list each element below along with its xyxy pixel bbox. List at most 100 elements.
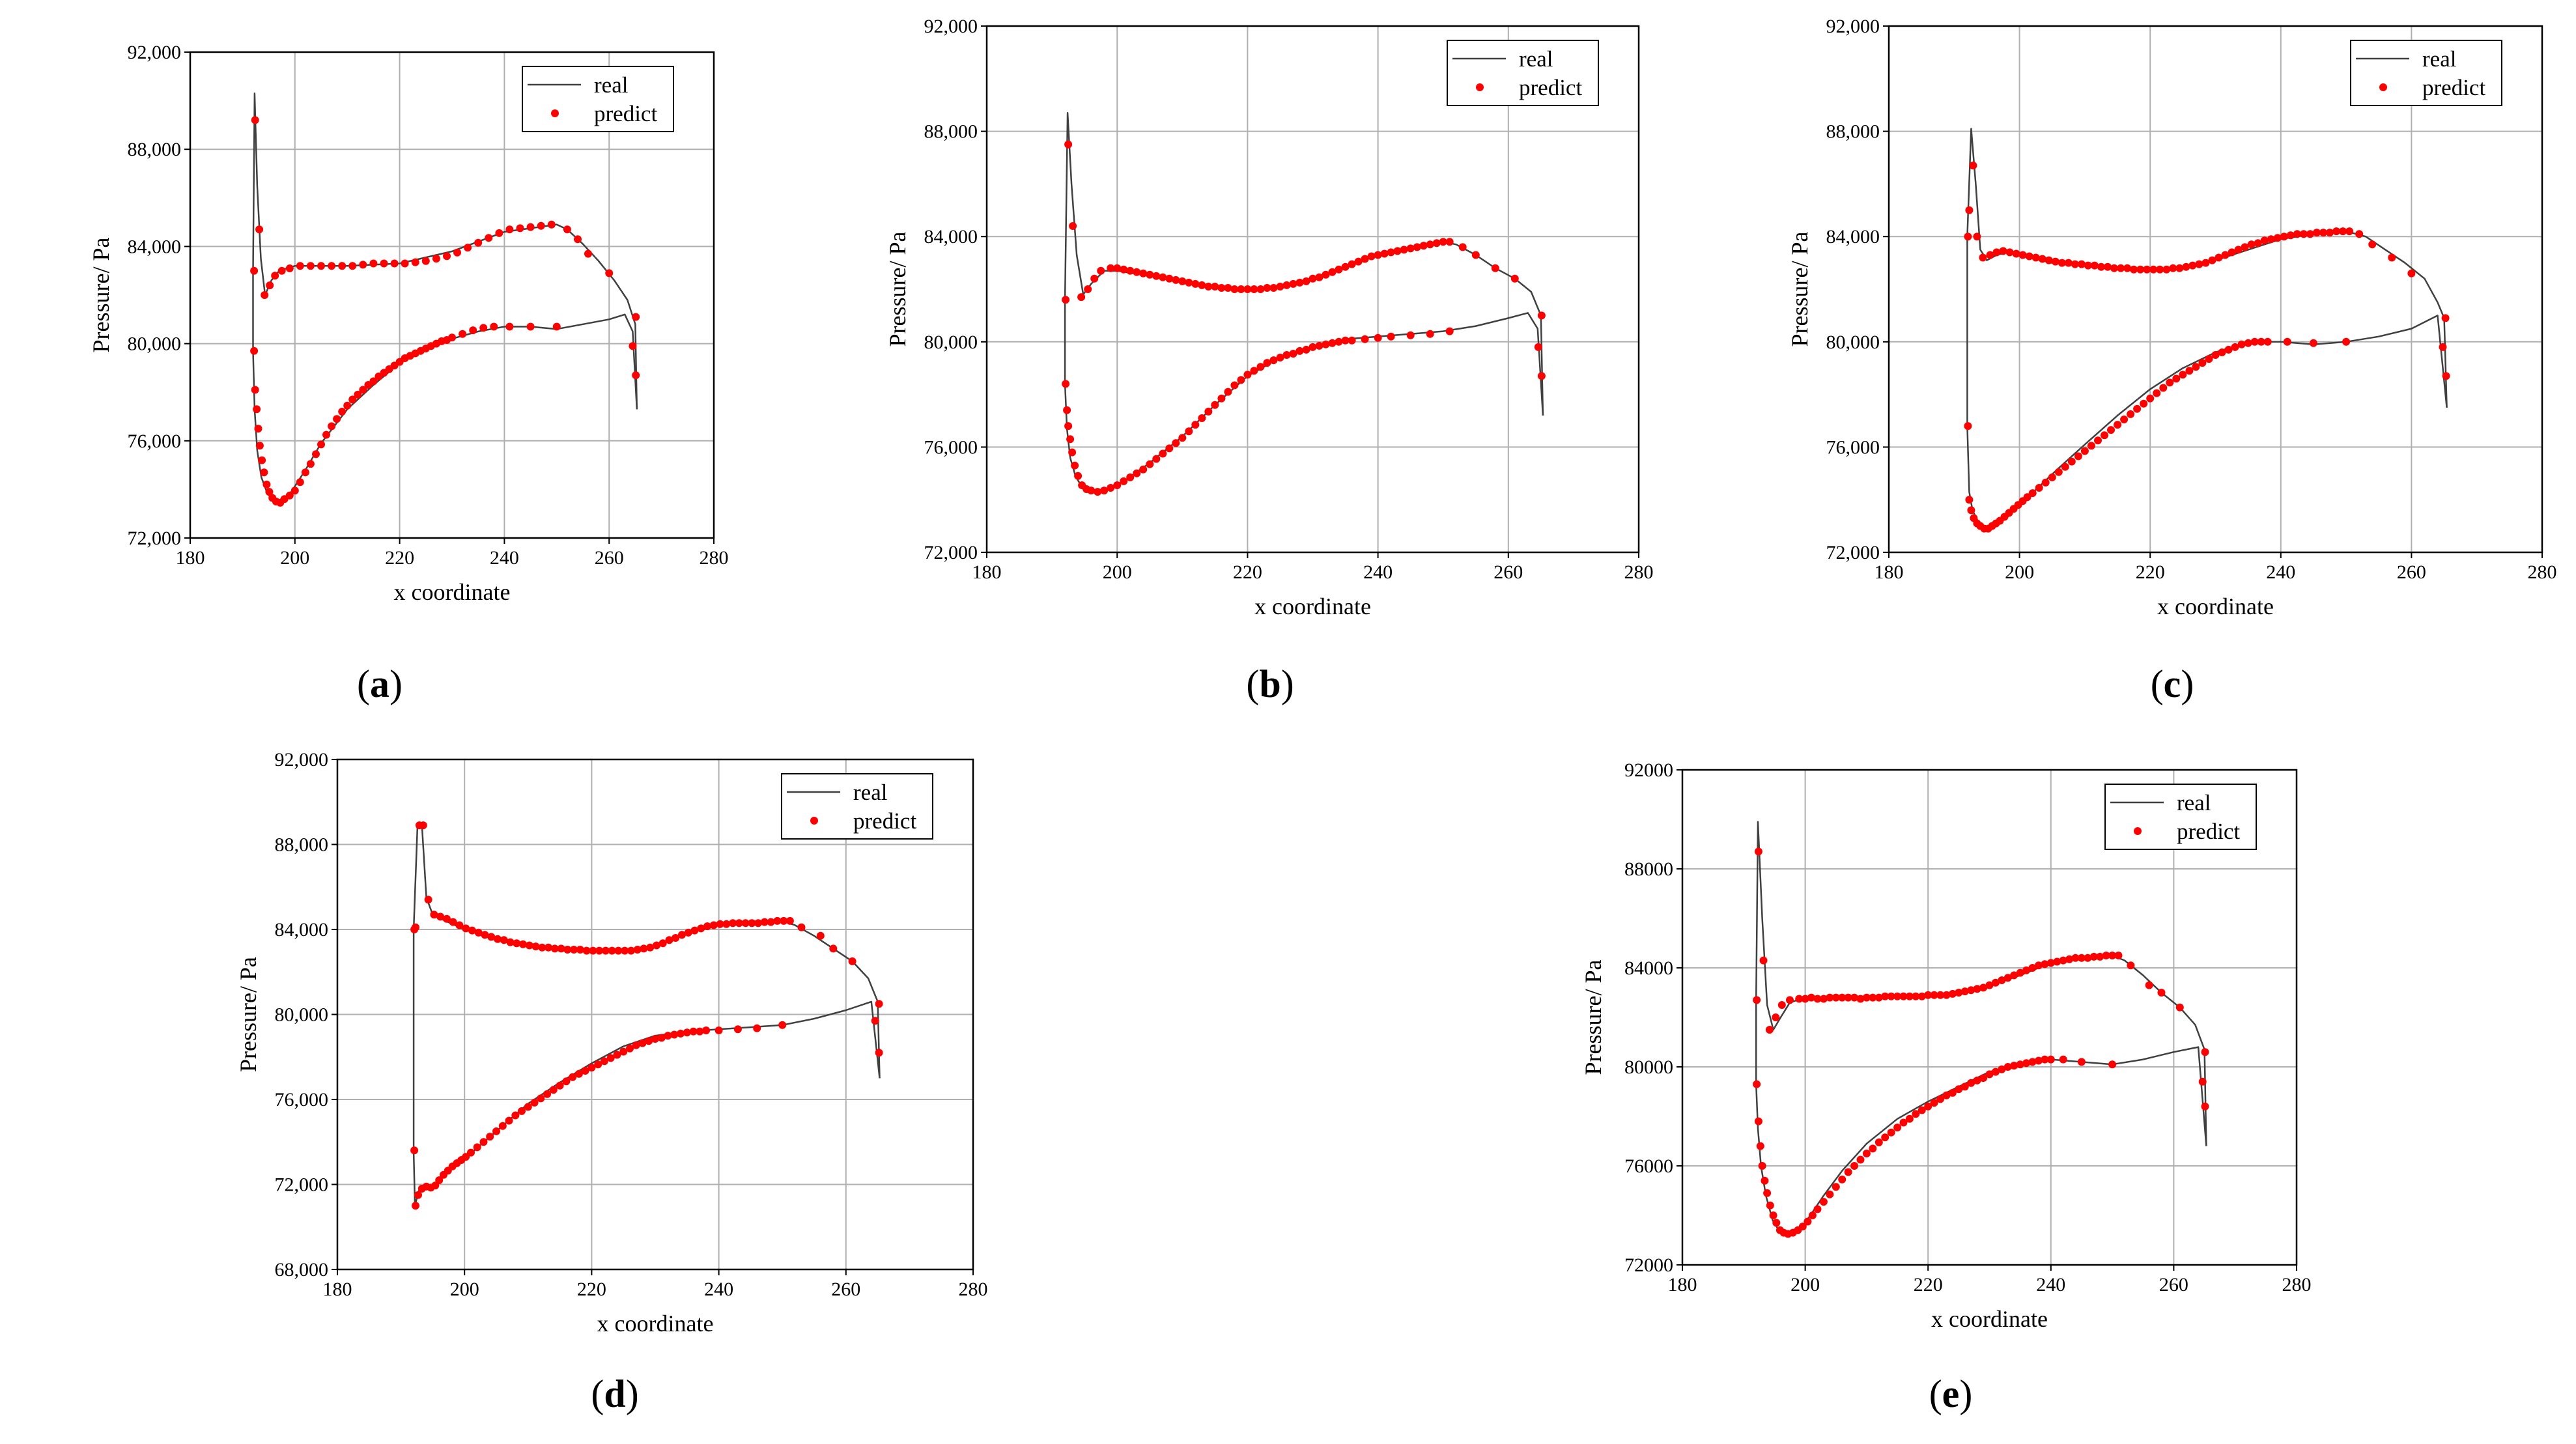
x-axis-title: x coordinate: [1254, 593, 1371, 619]
x-tick-label: 240: [2036, 1274, 2065, 1295]
data-point-predict: [1439, 238, 1447, 246]
data-point-predict: [1406, 331, 1415, 339]
data-point-predict: [2130, 265, 2138, 274]
data-point-predict: [2089, 952, 2098, 961]
x-axis-title: x coordinate: [394, 579, 511, 605]
y-tick-label: 80,000: [128, 333, 182, 355]
y-tick-label: 88,000: [1826, 121, 1880, 143]
data-point-predict: [1380, 249, 1389, 258]
y-tick-label: 80000: [1624, 1056, 1673, 1078]
x-tick-label: 200: [2005, 561, 2034, 583]
caption-close-paren: ): [626, 1372, 639, 1415]
data-point-predict: [1813, 1205, 1822, 1213]
data-point-predict: [786, 916, 794, 925]
data-point-predict: [2211, 351, 2220, 359]
data-point-predict: [1458, 243, 1467, 251]
data-point-predict: [1178, 434, 1187, 442]
data-point-predict: [2084, 261, 2092, 270]
data-point-predict: [552, 322, 561, 331]
data-point-predict: [253, 405, 261, 414]
data-point-predict: [574, 1069, 583, 1078]
data-point-predict: [443, 252, 451, 261]
data-point-predict: [322, 431, 330, 439]
data-point-predict: [1819, 1198, 1828, 1206]
data-point-predict: [2195, 260, 2203, 268]
data-point-predict: [525, 941, 533, 950]
data-point-predict: [526, 322, 535, 331]
data-point-predict: [2345, 227, 2354, 236]
data-point-predict: [255, 442, 264, 450]
data-point-predict: [1361, 335, 1369, 343]
data-point-predict: [1765, 1026, 1774, 1034]
data-point-predict: [495, 229, 503, 237]
data-point-predict: [1813, 995, 1822, 1003]
data-point-predict: [1881, 1133, 1890, 1142]
data-point-predict: [258, 456, 266, 464]
data-point-predict: [1077, 293, 1086, 302]
caption-open-paren: (: [591, 1372, 604, 1415]
caption-letter: b: [1259, 662, 1281, 705]
x-tick-label: 280: [2282, 1274, 2312, 1295]
data-point-predict: [453, 248, 461, 257]
data-point-predict: [608, 946, 616, 955]
data-point-predict: [1471, 251, 1480, 259]
y-tick-label: 88,000: [275, 834, 329, 856]
data-point-predict: [1211, 401, 1219, 409]
data-point-predict: [2169, 264, 2177, 272]
data-point-predict: [1426, 240, 1434, 249]
data-point-predict: [266, 281, 274, 290]
data-point-predict: [2231, 343, 2239, 351]
data-point-predict: [486, 1133, 494, 1141]
data-point-predict: [1146, 460, 1154, 468]
data-point-predict: [722, 920, 731, 928]
data-point-predict: [1936, 991, 1945, 999]
data-point-predict: [2046, 959, 2055, 967]
data-point-predict: [1756, 1142, 1764, 1150]
data-point-predict: [306, 460, 315, 468]
data-point-predict: [1918, 992, 1926, 1000]
data-point-predict: [419, 821, 427, 830]
data-point-predict: [494, 935, 502, 943]
y-axis-title: Pressure/ Pa: [88, 237, 114, 352]
data-point-predict: [1243, 371, 1252, 379]
data-point-predict: [1432, 239, 1441, 248]
data-point-predict: [1999, 247, 2007, 255]
chart-panel-b: 180 200 220 240 260 280 72,000 76,000 80,000 84,0…: [885, 16, 1654, 705]
data-point-predict: [348, 262, 357, 270]
data-point-predict: [632, 371, 640, 380]
data-point-predict: [537, 1094, 545, 1103]
data-point-predict: [702, 1026, 711, 1034]
data-point-predict: [1964, 233, 1972, 241]
data-point-predict: [1754, 847, 1762, 856]
data-point-predict: [614, 946, 623, 955]
caption-close-paren: ): [389, 662, 403, 705]
data-point-predict: [1985, 981, 1994, 989]
data-point-predict: [2065, 955, 2074, 963]
data-point-predict: [1113, 481, 1122, 489]
data-point-predict: [2041, 478, 2050, 487]
data-point-predict: [2250, 337, 2259, 346]
legend-predict-label: predict: [853, 808, 916, 834]
data-point-predict: [638, 1039, 647, 1047]
data-point-predict: [359, 386, 367, 394]
data-point-predict: [261, 291, 269, 299]
data-point-predict: [1295, 347, 1304, 355]
chart-panel-d: 180 200 220 240 260 280 68,000 72,000 76,000 80,0…: [235, 749, 988, 1415]
data-point-predict: [1315, 273, 1323, 281]
data-point-predict: [1133, 469, 1141, 477]
legend-real-label: real: [594, 72, 629, 98]
caption-close-paren: ): [1959, 1372, 1972, 1415]
data-point-predict: [1256, 363, 1265, 371]
data-point-predict: [354, 390, 362, 399]
data-point-predict: [875, 1000, 883, 1008]
data-point-predict: [1804, 1217, 1812, 1226]
data-point-predict: [1826, 993, 1834, 1002]
data-point-predict: [1341, 262, 1350, 271]
data-point-predict: [2067, 457, 2076, 466]
data-point-predict: [2041, 960, 2049, 969]
data-point-predict: [369, 259, 378, 268]
data-point-predict: [2205, 355, 2213, 363]
data-point-predict: [390, 259, 399, 268]
x-tick-label: 260: [2159, 1274, 2188, 1295]
data-point-predict: [1998, 976, 2006, 984]
